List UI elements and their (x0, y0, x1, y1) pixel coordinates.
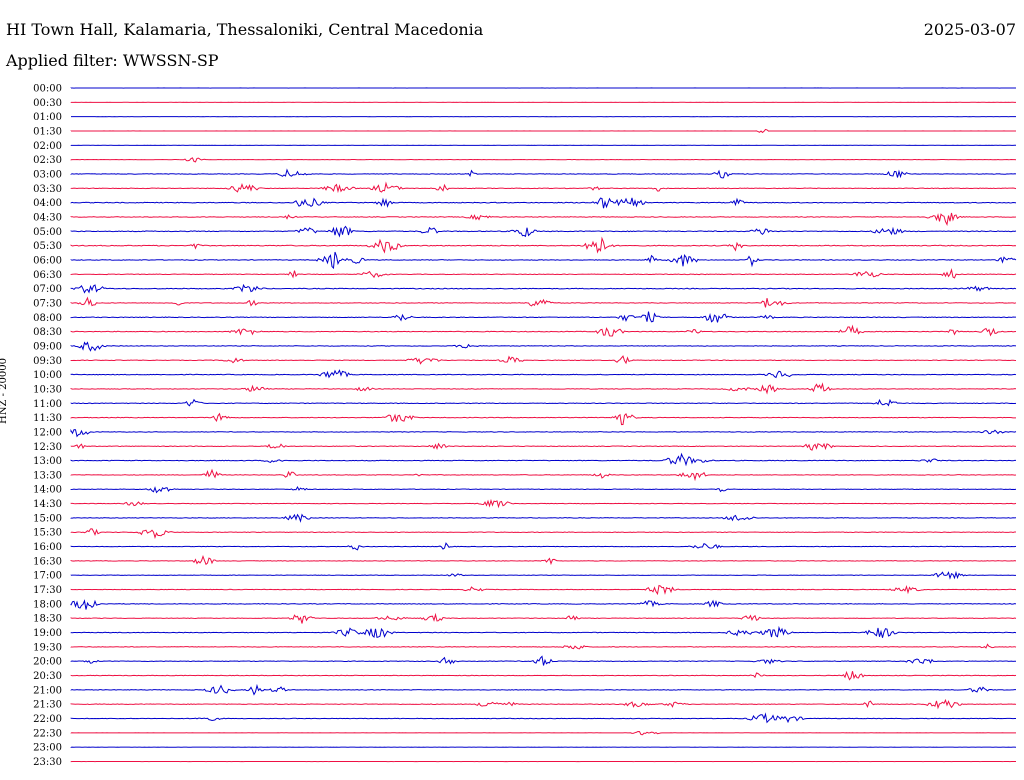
tick-label: 18:00 (33, 599, 62, 610)
tick-label: 00:30 (33, 98, 62, 109)
trace-line (70, 498, 1017, 509)
tick-label: 13:30 (33, 470, 62, 481)
trace-line (70, 283, 1017, 294)
tick-label: 09:30 (33, 356, 62, 367)
station-title: HI Town Hall, Kalamaria, Thessaloniki, C… (6, 20, 484, 39)
trace-line (70, 341, 1017, 352)
tick-label: 11:30 (33, 413, 62, 424)
tick-label: 08:00 (33, 313, 62, 324)
tick-label: 04:00 (33, 198, 62, 209)
tick-label: 16:00 (33, 542, 62, 553)
trace-line (70, 468, 1017, 482)
tick-label: 23:00 (33, 743, 62, 754)
trace-line (70, 197, 1017, 209)
trace-line (70, 683, 1017, 696)
trace-line (70, 236, 1017, 254)
trace-line (70, 643, 1017, 650)
trace-line (70, 412, 1017, 426)
trace-line (70, 251, 1017, 270)
tick-label: 14:30 (33, 499, 62, 510)
tick-label: 14:00 (33, 485, 62, 496)
tick-label: 02:30 (33, 155, 62, 166)
tick-label: 15:00 (33, 513, 62, 524)
trace-line (70, 225, 1017, 238)
tick-label: 16:30 (33, 556, 62, 567)
tick-label: 12:30 (33, 442, 62, 453)
date-label: 2025-03-07 (923, 20, 1016, 39)
trace-line (70, 296, 1017, 308)
trace-line (70, 355, 1017, 365)
tick-label: 13:00 (33, 456, 62, 467)
trace-line (70, 324, 1017, 337)
trace-line (70, 599, 1017, 610)
tick-label: 10:30 (33, 384, 62, 395)
tick-label: 06:00 (33, 255, 62, 266)
trace-line (70, 655, 1017, 666)
tick-label: 00:00 (33, 84, 62, 95)
tick-label: 09:00 (33, 341, 62, 352)
tick-label: 08:30 (33, 327, 62, 338)
tick-label: 11:00 (33, 399, 62, 410)
trace-line (70, 128, 1017, 134)
trace-line (70, 542, 1017, 551)
tick-label: 23:30 (33, 757, 62, 768)
tick-label: 18:30 (33, 614, 62, 625)
tick-label: 03:30 (33, 184, 62, 195)
trace-line (70, 398, 1017, 407)
trace-line (70, 382, 1017, 395)
tick-label: 20:00 (33, 657, 62, 668)
tick-label: 07:30 (33, 298, 62, 309)
trace-line (70, 670, 1017, 681)
tick-label: 01:30 (33, 126, 62, 137)
trace-line (70, 442, 1017, 451)
trace-line (70, 612, 1017, 624)
trace-line (70, 528, 1017, 540)
filter-label: Applied filter: WWSSN-SP (6, 51, 219, 70)
tick-label: 01:00 (33, 112, 62, 123)
trace-line (70, 485, 1017, 494)
tick-label: 19:00 (33, 628, 62, 639)
tick-label: 21:30 (33, 700, 62, 711)
trace-line (70, 570, 1016, 580)
trace-line (70, 369, 1017, 379)
trace-line (70, 513, 1017, 523)
trace-line (70, 311, 1017, 323)
tick-label: 19:30 (33, 642, 62, 653)
tick-label: 17:00 (33, 571, 62, 582)
trace-lines (70, 87, 1017, 763)
tick-label: 02:00 (33, 141, 62, 152)
trace-line (70, 157, 1017, 163)
tick-label: 04:30 (33, 212, 62, 223)
tick-labels: 00:00 00:30 01:00 01:30 02:00 02:30 03:00 03:30… (33, 84, 62, 769)
tick-label: 03:00 (33, 169, 62, 180)
tick-label: 17:30 (33, 585, 62, 596)
tick-label: 12:00 (33, 427, 62, 438)
tick-label: 22:00 (33, 714, 62, 725)
trace-line (70, 452, 1017, 467)
tick-label: 22:30 (33, 728, 62, 739)
trace-line (70, 181, 1017, 194)
trace-line (70, 168, 1017, 179)
trace-line (70, 428, 1017, 438)
tick-label: 20:30 (33, 671, 62, 682)
tick-label: 05:00 (33, 227, 62, 238)
trace-line (70, 267, 1017, 279)
trace-line (70, 698, 1017, 710)
tick-label: 10:00 (33, 370, 62, 381)
tick-label: 07:00 (33, 284, 62, 295)
tick-label: 06:30 (33, 270, 62, 281)
trace-line (70, 584, 1017, 596)
tick-label: 21:00 (33, 685, 62, 696)
trace-line (70, 625, 1017, 638)
tick-label: 05:30 (33, 241, 62, 252)
trace-line (70, 554, 1017, 566)
trace-line (70, 712, 1016, 724)
tick-label: 15:30 (33, 528, 62, 539)
trace-line (70, 212, 1017, 227)
trace-line (70, 730, 1017, 736)
